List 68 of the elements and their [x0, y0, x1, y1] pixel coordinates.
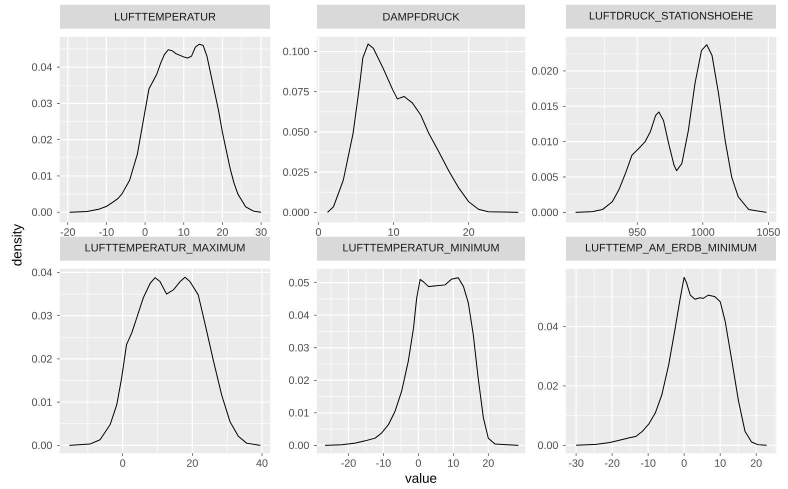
line-series	[324, 277, 519, 446]
y-tick-label: 0.025	[283, 168, 309, 176]
y-tick-label: 0.04	[32, 268, 52, 276]
x-tick-label: 10	[178, 228, 190, 236]
y-tick-label: 0.005	[532, 173, 558, 181]
x-tick-label: 20	[217, 228, 228, 236]
x-tick-label: 20	[463, 228, 474, 236]
x-tick-label: 20	[186, 459, 198, 467]
x-tick-label: 10	[715, 459, 726, 467]
line-series	[575, 44, 767, 213]
y-tick-label: 0.02	[32, 136, 52, 144]
x-tick-label: 0	[316, 228, 322, 236]
chart-title: DAMPFDRUCK	[383, 12, 460, 21]
chart-title: LUFTTEMP_AM_ERDB_MINIMUM	[586, 244, 756, 254]
y-tick-label: 0.00	[289, 442, 309, 450]
x-axis-title: value	[405, 473, 436, 483]
x-tick-label: 1050	[757, 228, 780, 236]
x-tick-label: 20	[750, 459, 762, 467]
y-tick-label: 0.04	[32, 63, 52, 71]
y-tick-label: 0.01	[32, 398, 52, 406]
y-tick-label: 0.03	[289, 344, 309, 352]
y-tick-label: 0.03	[32, 100, 52, 108]
y-tick-label: 0.015	[532, 102, 558, 110]
y-axis-title: density	[12, 224, 24, 266]
y-tick-label: 0.04	[289, 311, 310, 319]
x-tick-label: -20	[341, 459, 356, 467]
chart-title: LUFTDRUCK_STATIONSHOEHE	[590, 12, 753, 22]
y-tick-label: 0.04	[538, 322, 558, 330]
y-tick-label: 0.02	[32, 355, 52, 363]
x-tick-label: -10	[640, 459, 656, 467]
y-tick-label: 0.01	[32, 172, 52, 180]
y-tick-label: 0.00	[32, 208, 52, 216]
y-tick-label: 0.010	[532, 138, 558, 146]
x-tick-label: 0	[120, 459, 126, 467]
chart-title: LUFTTEMPERATUR	[114, 12, 216, 21]
chart-title: LUFTTEMPERATUR_MAXIMUM	[86, 244, 244, 254]
x-tick-label: 0	[142, 228, 148, 236]
x-tick-label: 0	[682, 459, 687, 467]
x-tick-label: -30	[568, 459, 584, 467]
x-tick-label: 10	[448, 459, 459, 467]
x-tick-label: 0	[416, 459, 421, 467]
x-tick-label: 950	[628, 228, 646, 236]
y-tick-label: 0.02	[289, 376, 309, 384]
y-tick-label: 0.05	[289, 278, 309, 286]
x-tick-label: -10	[376, 459, 391, 467]
x-tick-label: 30	[256, 228, 267, 236]
y-tick-label: 0.000	[532, 208, 558, 216]
y-tick-label: 0.03	[32, 312, 52, 320]
line-series	[68, 276, 261, 446]
x-tick-label: -20	[604, 459, 620, 467]
y-tick-label: 0.000	[283, 208, 309, 216]
x-tick-label: -20	[60, 228, 76, 236]
y-tick-label: 0.00	[32, 442, 52, 450]
chart-title: LUFTTEMPERATUR_MINIMUM	[343, 244, 499, 254]
x-tick-label: 10	[388, 228, 400, 236]
line-series	[576, 276, 768, 446]
line-series	[327, 44, 519, 213]
y-tick-label: 0.02	[538, 382, 558, 390]
y-tick-label: 0.020	[532, 67, 558, 75]
y-tick-label: 0.100	[283, 48, 309, 56]
y-tick-label: 0.01	[289, 409, 309, 417]
x-tick-label: 40	[256, 459, 268, 467]
y-tick-label: 0.00	[538, 442, 558, 450]
x-tick-label: -10	[99, 228, 114, 236]
x-tick-label: 20	[482, 459, 494, 467]
x-tick-label: 1000	[692, 228, 714, 236]
y-tick-label: 0.050	[283, 128, 309, 136]
y-tick-label: 0.075	[283, 88, 309, 96]
